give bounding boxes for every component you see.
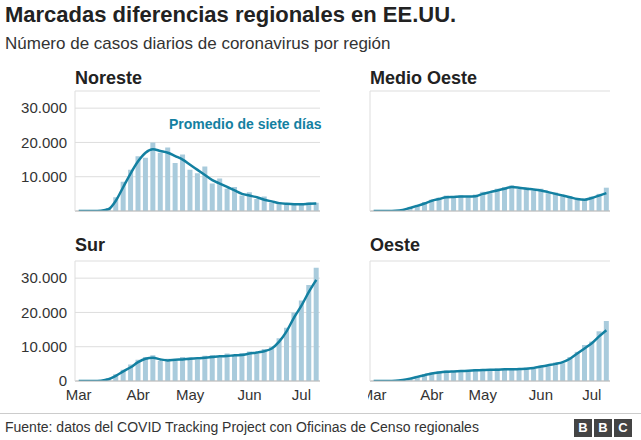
html-text:Marcadas diferencias regionale: Marcadas diferencias regionales en EE.UU… [5, 2, 457, 27]
svg-text:Jul: Jul [582, 386, 601, 403]
html-text:Medio Oeste: Medio Oeste [370, 68, 477, 88]
svg-text:20.000: 20.000 [21, 134, 67, 151]
svg-text:May: May [469, 386, 498, 403]
html-text:B: B [578, 420, 588, 435]
html-text:B: B [598, 420, 608, 435]
html-text:Noreste: Noreste [75, 68, 142, 88]
svg-text:10.000: 10.000 [21, 168, 67, 185]
svg-text:Mar: Mar [66, 386, 92, 403]
svg-text:30.000: 30.000 [21, 269, 67, 286]
svg-text:20.000: 20.000 [21, 304, 67, 321]
html-text:Oeste: Oeste [370, 235, 420, 255]
svg-text:Abr: Abr [420, 386, 443, 403]
svg-text:May: May [176, 386, 205, 403]
html-text:C: C [618, 420, 628, 435]
html-text:Promedio de siete días: Promedio de siete días [169, 116, 322, 132]
svg-text:30.000: 30.000 [21, 99, 67, 116]
svg-text:Mar: Mar [368, 386, 387, 403]
html-text:Número de casos diarios de cor: Número de casos diarios de coronavirus p… [5, 34, 391, 53]
svg-text:Jun: Jun [237, 386, 261, 403]
svg-text:0: 0 [59, 372, 67, 389]
svg-text:10.000: 10.000 [21, 338, 67, 355]
html-text:Fuente: datos del COVID Tracki: Fuente: datos del COVID Tracking Project… [5, 419, 479, 435]
svg-text:Jul: Jul [292, 386, 311, 403]
html-text:Sur: Sur [75, 235, 105, 255]
svg-text:Jun: Jun [529, 386, 553, 403]
svg-text:Abr: Abr [126, 386, 149, 403]
